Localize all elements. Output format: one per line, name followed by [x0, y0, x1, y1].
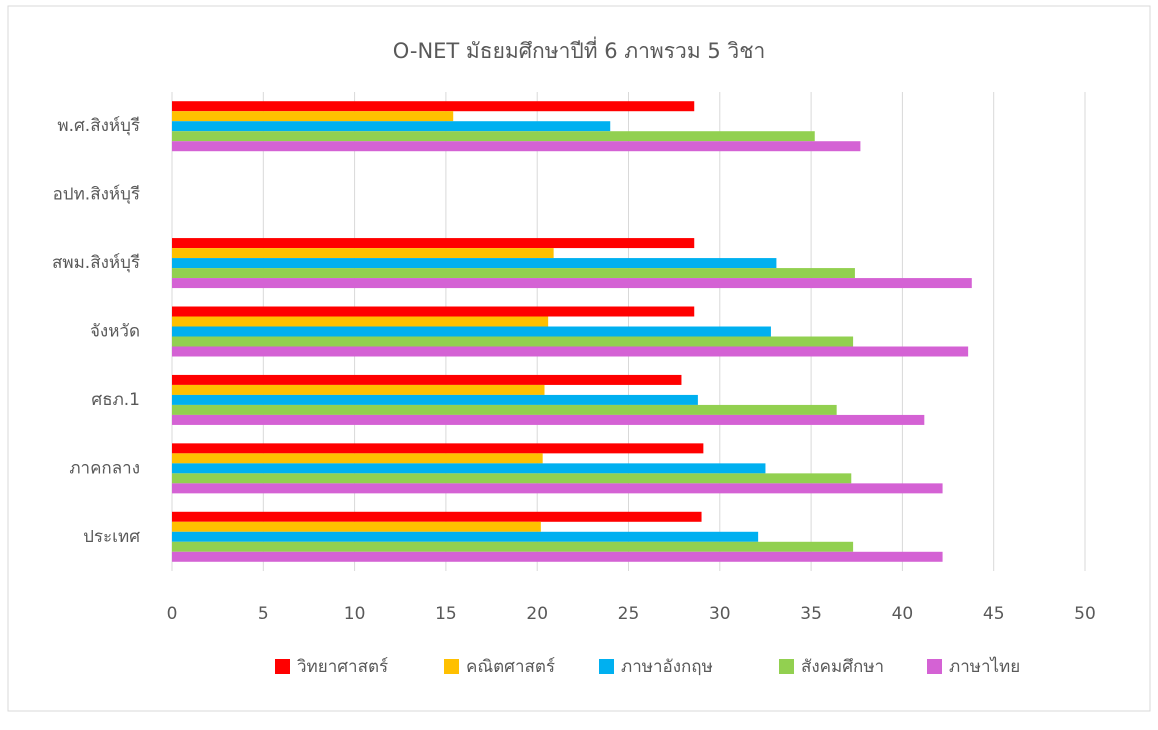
x-tick-label: 10	[344, 604, 366, 624]
bar	[172, 278, 972, 289]
bar	[172, 346, 969, 357]
x-tick-label: 20	[526, 604, 548, 624]
bar	[172, 374, 682, 385]
bar	[172, 131, 815, 142]
bar	[172, 111, 454, 122]
y-tick-label: ศธภ.1	[91, 390, 140, 410]
bar	[172, 521, 541, 532]
bar	[172, 121, 611, 132]
legend-label: วิทยาศาสตร์	[297, 657, 389, 677]
x-tick-label: 40	[892, 604, 914, 624]
legend-label: สังคมศึกษา	[801, 657, 884, 677]
bar	[172, 551, 943, 562]
bar	[172, 404, 837, 415]
bar	[172, 443, 704, 454]
x-tick-label: 25	[618, 604, 640, 624]
bar	[172, 541, 854, 552]
y-tick-label: สพม.สิงห์บุรี	[52, 253, 140, 273]
bar	[172, 473, 852, 484]
legend-label: ภาษาไทย	[949, 656, 1020, 677]
bar	[172, 258, 777, 269]
bar	[172, 384, 545, 395]
legend-swatch	[444, 659, 459, 674]
bar	[172, 141, 861, 152]
bar	[172, 326, 771, 337]
bar	[172, 336, 854, 347]
y-tick-label: อปท.สิงห์บุรี	[53, 185, 140, 205]
x-tick-label: 0	[167, 604, 178, 624]
y-tick-label: จังหวัด	[90, 322, 140, 342]
legend-swatch	[599, 659, 614, 674]
bar	[172, 306, 695, 317]
legend-label: คณิตศาสตร์	[466, 657, 555, 677]
bar	[172, 531, 759, 542]
x-tick-label: 50	[1074, 604, 1096, 624]
legend-swatch	[779, 659, 794, 674]
bar	[172, 414, 925, 425]
bar	[172, 238, 695, 249]
bar	[172, 453, 543, 464]
y-tick-label: ภาคกลาง	[69, 458, 140, 478]
x-tick-label: 30	[709, 604, 731, 624]
x-tick-label: 15	[435, 604, 457, 624]
x-tick-label: 35	[800, 604, 822, 624]
bar	[172, 101, 695, 112]
legend-label: ภาษาอังกฤษ	[621, 657, 713, 677]
y-tick-label: ประเทศ	[83, 527, 140, 547]
bar	[172, 483, 943, 494]
bar	[172, 463, 766, 474]
bar	[172, 394, 698, 405]
bar	[172, 316, 549, 327]
chart-title: O-NET มัธยมศึกษาปีที่ 6 ภาพรวม 5 วิชา	[393, 36, 765, 63]
legend-swatch	[927, 659, 942, 674]
bar	[172, 248, 554, 259]
y-tick-label: พ.ศ.สิงห์บุรี	[57, 116, 140, 136]
legend-swatch	[275, 659, 290, 674]
bar	[172, 268, 855, 279]
bar	[172, 511, 702, 522]
x-tick-label: 45	[983, 604, 1005, 624]
x-tick-label: 5	[258, 604, 269, 624]
